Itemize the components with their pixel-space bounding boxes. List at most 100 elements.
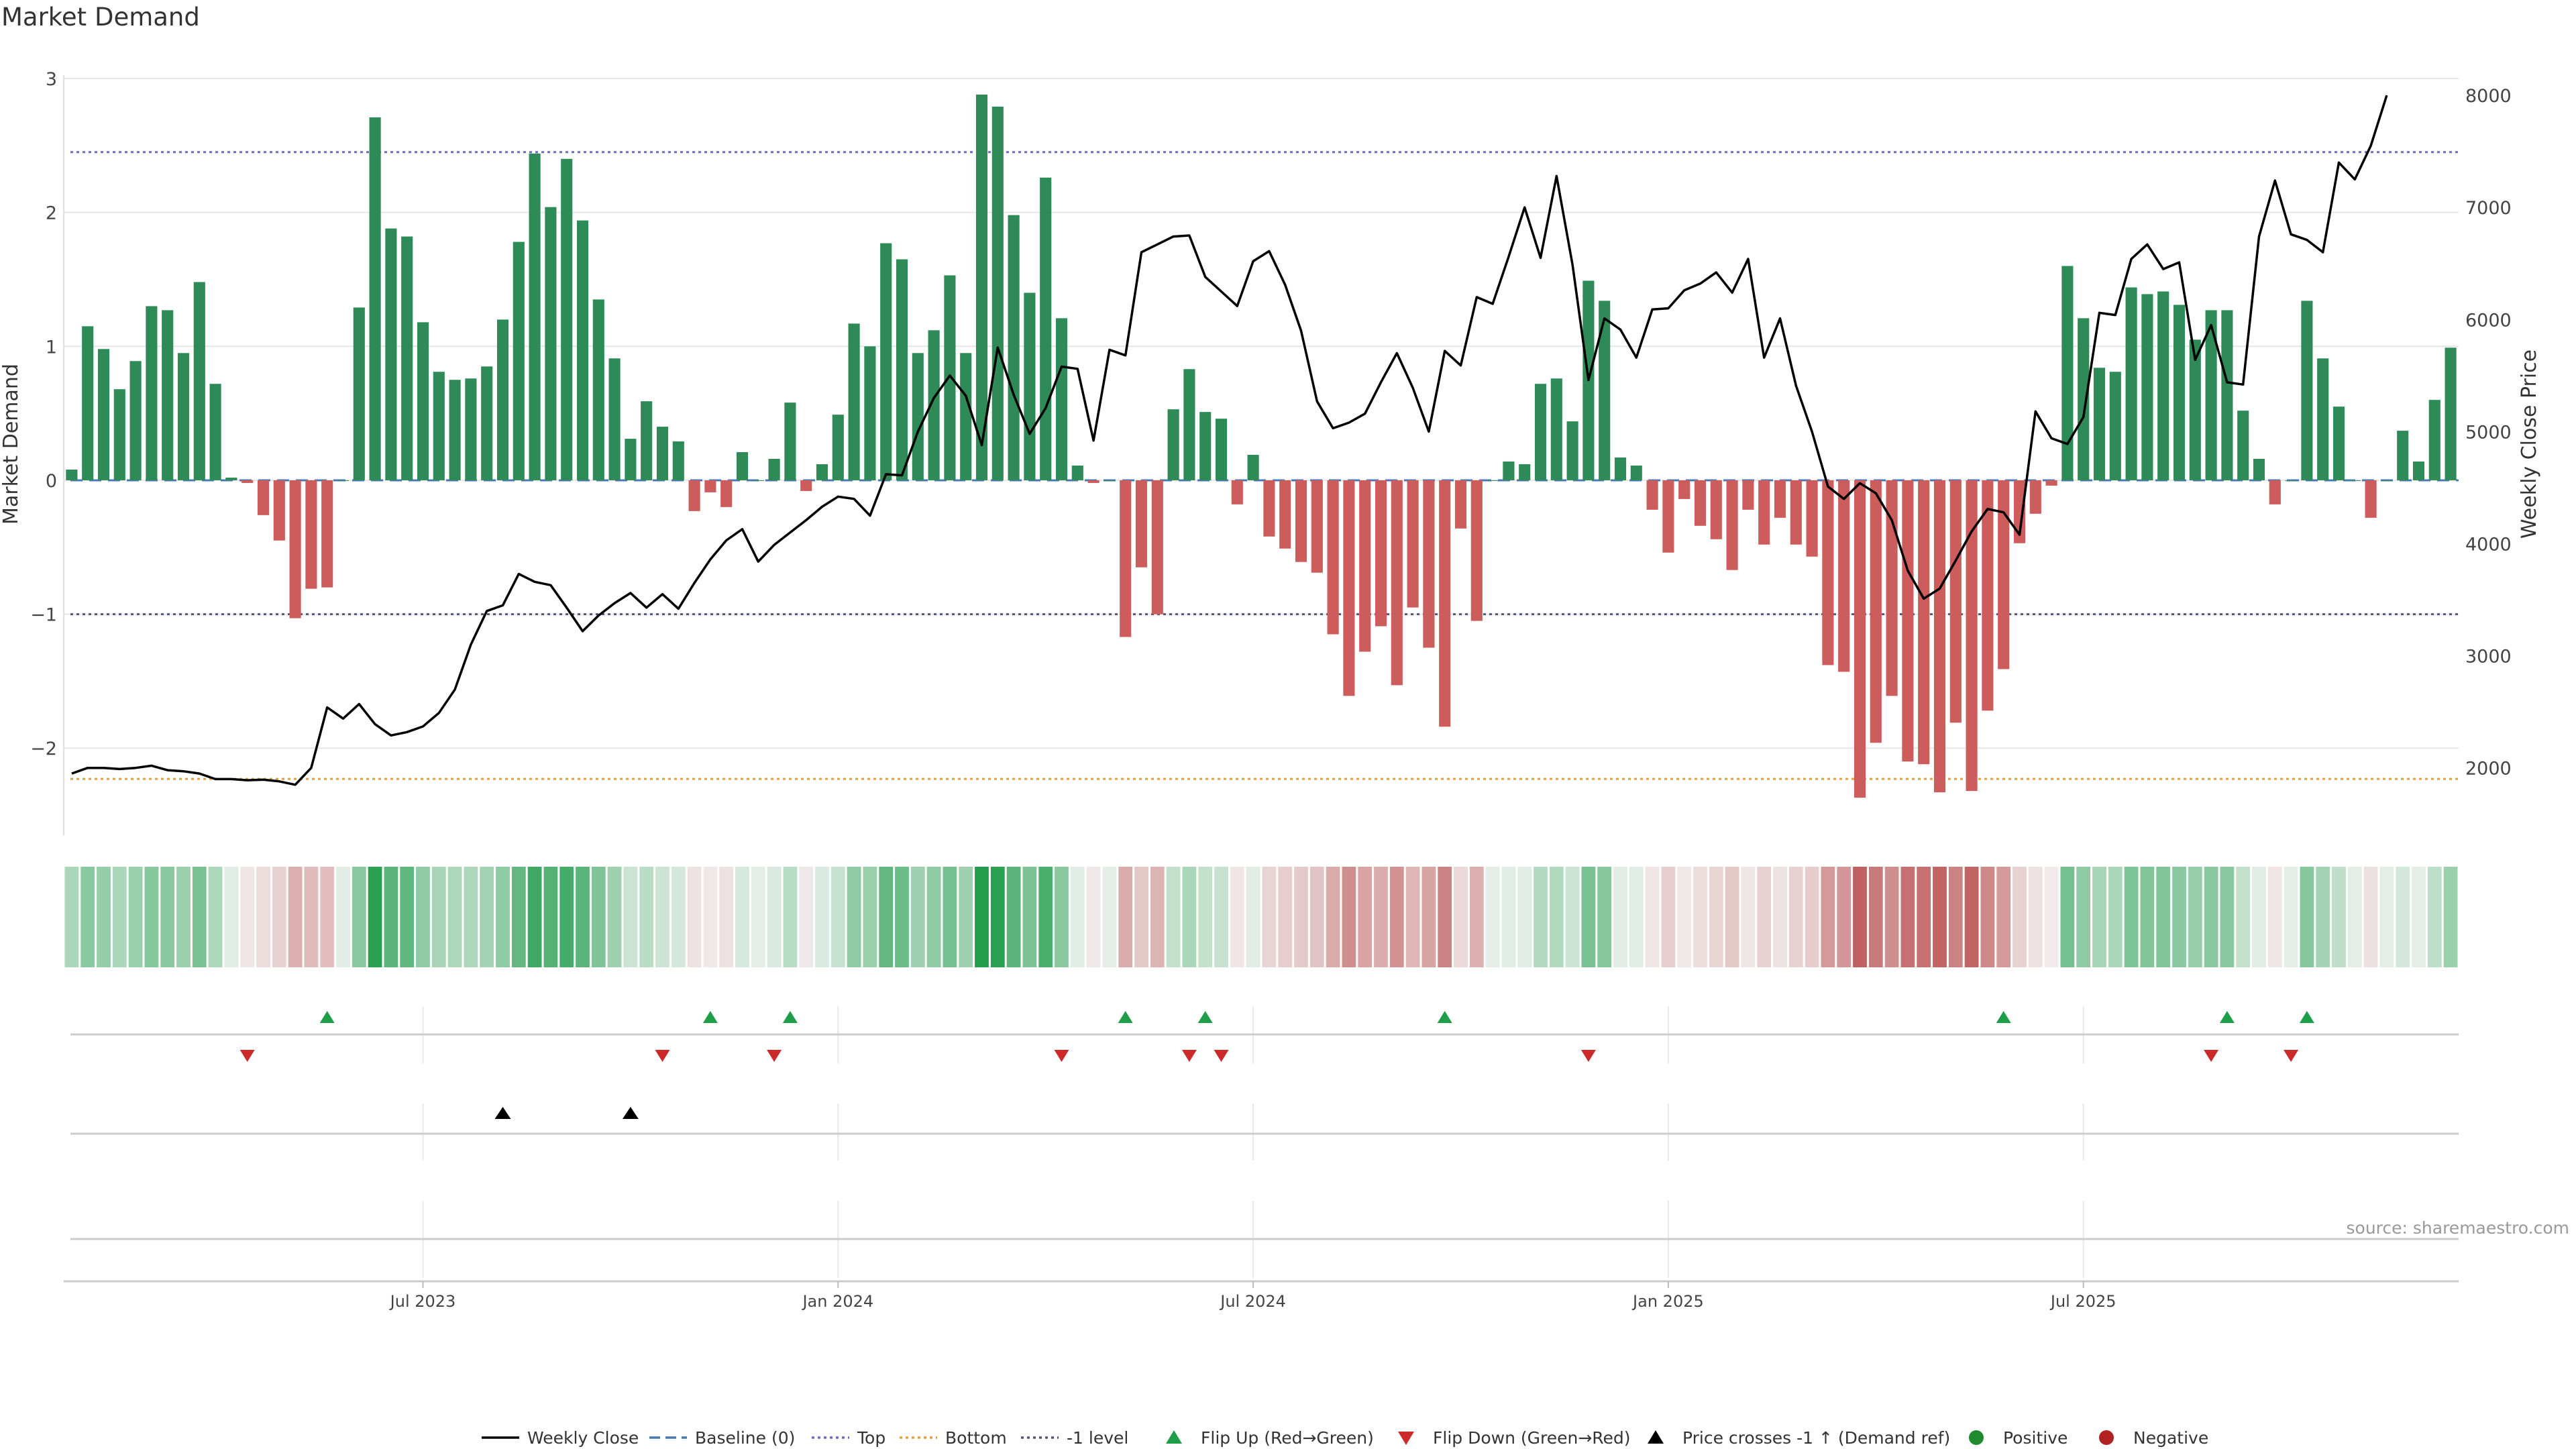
- strip-cell-13: [272, 867, 286, 967]
- strip-cell-36: [639, 867, 654, 967]
- strip-cell-111: [1837, 867, 1851, 967]
- demand-bar-123: [2029, 480, 2041, 514]
- demand-bar-34: [608, 358, 621, 480]
- strip-cell-4: [128, 867, 143, 967]
- demand-bar-103: [1710, 480, 1722, 539]
- strip-cell-91: [1517, 867, 1532, 967]
- y-tick-label-3: 0: [46, 471, 57, 492]
- strip-cell-102: [1693, 867, 1707, 967]
- legend-label-3: Bottom: [945, 1428, 1007, 1448]
- legend-label-0: Weekly Close: [527, 1428, 639, 1448]
- demand-bar-149: [2445, 347, 2457, 480]
- demand-bar-94: [1566, 421, 1578, 480]
- strip-cell-96: [1597, 867, 1612, 967]
- strip-cell-98: [1629, 867, 1644, 967]
- strip-cell-140: [2300, 867, 2314, 967]
- legend-item-7: Price crosses -1 ↑ (Demand ref): [1648, 1428, 1950, 1448]
- demand-bar-25: [465, 378, 477, 480]
- strip-cell-99: [1645, 867, 1660, 967]
- strip-cell-0: [64, 867, 79, 967]
- demand-bar-146: [2397, 431, 2409, 480]
- strip-cell-136: [2236, 867, 2251, 967]
- strip-cell-89: [1485, 867, 1500, 967]
- demand-bar-133: [2189, 339, 2201, 480]
- strip-cell-73: [1230, 867, 1244, 967]
- strip-cell-90: [1501, 867, 1516, 967]
- triangle-up-icon: [1166, 1430, 1182, 1444]
- strip-cell-61: [1038, 867, 1053, 967]
- strip-cell-127: [2092, 867, 2106, 967]
- price-cross-marker-1: [622, 1107, 639, 1119]
- demand-bar-72: [1215, 419, 1228, 480]
- strip-cell-72: [1214, 867, 1228, 967]
- demand-bar-67: [1135, 480, 1148, 568]
- demand-bar-105: [1742, 480, 1754, 510]
- strip-cell-64: [1086, 867, 1101, 967]
- strip-cell-45: [783, 867, 798, 967]
- strip-cell-49: [847, 867, 861, 967]
- demand-bar-27: [496, 319, 509, 480]
- demand-bar-77: [1295, 480, 1307, 562]
- strip-cell-126: [2076, 867, 2091, 967]
- strip-cell-27: [496, 867, 510, 967]
- dot-icon: [2099, 1430, 2114, 1445]
- demand-bar-26: [481, 366, 493, 480]
- demand-bar-111: [1838, 480, 1850, 672]
- demand-bar-2: [97, 349, 110, 480]
- legend-label-7: Price crosses -1 ↑ (Demand ref): [1682, 1428, 1950, 1448]
- demand-bar-47: [816, 464, 828, 480]
- legend-label-9: Negative: [2133, 1428, 2208, 1448]
- strip-cell-44: [767, 867, 782, 967]
- y-tick-label-1: 2: [46, 203, 57, 224]
- flip-down-marker-8: [2284, 1050, 2299, 1062]
- strip-cell-139: [2284, 867, 2298, 967]
- legend-item-9: Negative: [2099, 1428, 2208, 1448]
- date-axis: Jul 2023 Jan 2024 Jul 2024 Jan 2025 Jul 2025: [64, 1280, 2459, 1311]
- legend-item-0: Weekly Close: [482, 1428, 639, 1448]
- flip-markers: [70, 1011, 2459, 1062]
- demand-bar-39: [688, 480, 700, 511]
- strip-cell-81: [1358, 867, 1373, 967]
- strip-cell-51: [879, 867, 894, 967]
- strip-cell-46: [799, 867, 814, 967]
- demand-bar-117: [1933, 480, 1946, 793]
- strip-cell-11: [240, 867, 255, 967]
- strip-cell-76: [1278, 867, 1293, 967]
- strip-cell-104: [1725, 867, 1739, 967]
- demand-bar-5: [146, 306, 158, 480]
- demand-bar-49: [848, 323, 860, 480]
- left-axis: 3 2 1 0 −1 −2 Market Demand: [0, 69, 57, 759]
- strip-cell-134: [2204, 867, 2218, 967]
- demand-bar-1: [82, 326, 94, 480]
- flip-down-marker-3: [1054, 1050, 1069, 1062]
- demand-bar-28: [513, 241, 525, 480]
- y-tick-label-0: 3: [46, 69, 57, 90]
- demand-bar-55: [944, 275, 956, 480]
- demand-bar-81: [1359, 480, 1371, 652]
- strip-cell-68: [1150, 867, 1165, 967]
- strip-cell-116: [1917, 867, 1931, 967]
- demand-bar-119: [1966, 480, 1978, 792]
- demand-bar-100: [1662, 480, 1674, 553]
- demand-bar-144: [2365, 480, 2377, 518]
- strip-cell-141: [2316, 867, 2330, 967]
- demand-bar-138: [2269, 480, 2281, 504]
- strip-cell-128: [2108, 867, 2123, 967]
- strip-cell-33: [591, 867, 606, 967]
- demand-bar-62: [1055, 318, 1068, 480]
- dot-icon: [1969, 1430, 1984, 1445]
- strip-cell-32: [576, 867, 590, 967]
- strip-cell-109: [1805, 867, 1819, 967]
- demand-bar-56: [960, 353, 972, 480]
- strip-cell-25: [464, 867, 478, 967]
- flip-down-marker-7: [2204, 1050, 2219, 1062]
- legend-item-2: Top: [812, 1428, 885, 1448]
- demand-bars: [66, 94, 2457, 798]
- demand-bar-106: [1758, 480, 1770, 545]
- demand-bar-83: [1391, 480, 1403, 686]
- strip-cell-80: [1342, 867, 1356, 967]
- demand-bar-85: [1423, 480, 1435, 648]
- demand-bar-53: [912, 353, 924, 480]
- strip-cell-149: [2443, 867, 2458, 967]
- strip-cell-103: [1709, 867, 1723, 967]
